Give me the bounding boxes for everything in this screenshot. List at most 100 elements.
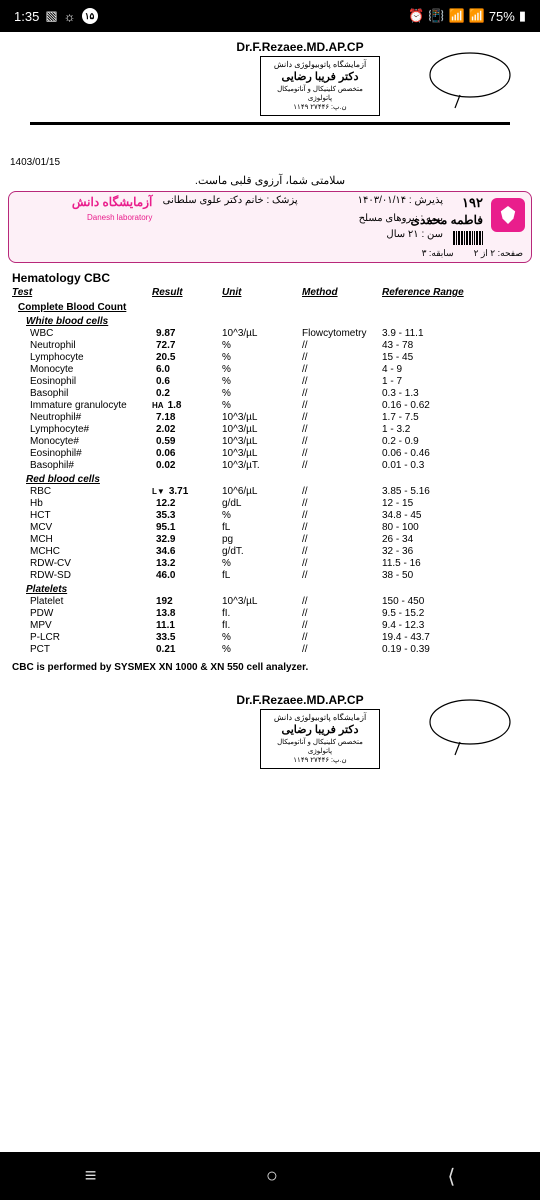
cell-name: Monocyte#	[12, 436, 152, 447]
history-label: سابقه:	[429, 248, 454, 258]
cell-unit: 10^3/µL	[222, 328, 302, 339]
page-value: ۲ از ۲	[474, 248, 496, 258]
vibrate-icon: 📳	[428, 8, 444, 24]
insurance-value: نیروهای مسلح	[359, 213, 418, 224]
rows-wbc: WBC 9.87 10^3/µL Flowcytometry 3.9 - 11.…	[0, 328, 540, 472]
doctor-label: پزشک :	[266, 195, 297, 206]
cell-ref: 3.9 - 11.1	[382, 328, 528, 339]
page-label: صفحه:	[498, 248, 523, 258]
cell-method: //	[302, 510, 382, 521]
cell-ref: 0.06 - 0.46	[382, 448, 528, 459]
cell-method: //	[302, 400, 382, 411]
table-row: Neutrophil 72.7 % // 43 - 78	[0, 340, 540, 352]
stamp-line3: متخصص کلینیکال و آناتومیکال پاتولوژی	[265, 85, 375, 103]
table-row: WBC 9.87 10^3/µL Flowcytometry 3.9 - 11.…	[0, 328, 540, 340]
cell-result: L▼3.71	[152, 486, 222, 497]
cell-name: P-LCR	[12, 632, 152, 643]
cell-name: Basophil	[12, 388, 152, 399]
age-label: سن :	[421, 229, 443, 240]
cell-method: //	[302, 376, 382, 387]
cell-result: 0.06	[152, 448, 222, 459]
print-date: 1403/01/15	[0, 129, 540, 172]
cell-method: //	[302, 448, 382, 459]
cell-method: //	[302, 632, 382, 643]
table-row: RBC L▼3.71 10^6/µL // 3.85 - 5.16	[0, 486, 540, 498]
battery-text: 75%	[489, 9, 515, 24]
cell-unit: 10^3/µL	[222, 412, 302, 423]
patient-info-grid: ۱۹۲ پذیرش : ۱۴۰۳/۰۱/۱۴ پزشک : خانم دکتر …	[9, 192, 531, 248]
cell-method: //	[302, 620, 382, 631]
cell-ref: 19.4 - 43.7	[382, 632, 528, 643]
cell-ref: 150 - 450	[382, 596, 528, 607]
cell-unit: g/dL	[222, 498, 302, 509]
cell-unit: %	[222, 388, 302, 399]
brightness-icon: ☼	[64, 9, 76, 24]
cell-unit: %	[222, 352, 302, 363]
cell-method: //	[302, 436, 382, 447]
wifi-icon: 📶	[448, 8, 464, 24]
cell-ref: 1 - 7	[382, 376, 528, 387]
section-title: Hematology CBC	[0, 265, 540, 287]
badge-icon: ۱۵	[82, 8, 98, 24]
home-button[interactable]: ○	[266, 1165, 278, 1188]
table-row: Hb 12.2 g/dL // 12 - 15	[0, 498, 540, 510]
stamp-line4: ن.پ: ۲۷۴۴۶ ۱۱۴۹	[265, 103, 375, 112]
cell-unit: %	[222, 376, 302, 387]
insurance-label: بیمه :	[421, 213, 444, 224]
table-row: P-LCR 33.5 % // 19.4 - 43.7	[0, 632, 540, 644]
subsection-rbc: Red blood cells	[0, 472, 540, 486]
cell-ref: 9.4 - 12.3	[382, 620, 528, 631]
cell-unit: %	[222, 644, 302, 655]
patient-info-box: ۱۹۲ پذیرش : ۱۴۰۳/۰۱/۱۴ پزشک : خانم دکتر …	[8, 191, 532, 263]
header-ref: Reference Range	[382, 287, 528, 298]
subsection-plt: Platelets	[0, 582, 540, 596]
patient-id: ۱۹۲	[453, 195, 483, 211]
cell-ref: 38 - 50	[382, 570, 528, 581]
document-viewer[interactable]: Dr.F.Rezaee.MD.AP.CP آزمایشگاه پاتوبیولو…	[0, 32, 540, 1152]
table-row: MCHC 34.6 g/dT. // 32 - 36	[0, 546, 540, 558]
table-row: Monocyte# 0.59 10^3/µL // 0.2 - 0.9	[0, 436, 540, 448]
cell-ref: 0.16 - 0.62	[382, 400, 528, 411]
analyzer-note: CBC is performed by SYSMEX XN 1000 & XN …	[0, 656, 540, 679]
reception-value: ۱۴۰۳/۰۱/۱۴	[358, 195, 407, 206]
cell-unit: pg	[222, 534, 302, 545]
table-row: MPV 11.1 fI. // 9.4 - 12.3	[0, 620, 540, 632]
cell-name: PCT	[12, 644, 152, 655]
cell-ref: 80 - 100	[382, 522, 528, 533]
gallery-icon: ▧	[45, 8, 57, 24]
cell-ref: 0.01 - 0.3	[382, 460, 528, 471]
cell-unit: g/dT.	[222, 546, 302, 557]
cell-unit: 10^6/µL	[222, 486, 302, 497]
cell-result: 0.59	[152, 436, 222, 447]
table-row: Neutrophil# 7.18 10^3/µL // 1.7 - 7.5	[0, 412, 540, 424]
cell-ref: 0.3 - 1.3	[382, 388, 528, 399]
cell-unit: fL	[222, 522, 302, 533]
recents-button[interactable]: ≡	[85, 1165, 97, 1188]
back-button[interactable]: ⟨	[447, 1164, 455, 1189]
stamp-line1: آزمایشگاه پاتوبیولوژی دانش	[265, 60, 375, 70]
flag: L▼	[152, 487, 165, 496]
table-row: Monocyte 6.0 % // 4 - 9	[0, 364, 540, 376]
table-headers: Test Result Unit Method Reference Range	[0, 287, 540, 298]
stamp2-line2: دکتر فریبا رضایی	[265, 723, 375, 737]
cell-result: 20.5	[152, 352, 222, 363]
history-value: ۳	[422, 248, 427, 258]
cell-result: 12.2	[152, 498, 222, 509]
cell-name: MCH	[12, 534, 152, 545]
cell-result: 95.1	[152, 522, 222, 533]
cell-name: Lymphocyte	[12, 352, 152, 363]
stamp2-line4: ن.پ: ۲۷۴۴۶ ۱۱۴۹	[265, 756, 375, 765]
cell-ref: 43 - 78	[382, 340, 528, 351]
cell-method: Flowcytometry	[302, 328, 382, 339]
stamp2-line1: آزمایشگاه پاتوبیولوژی دانش	[265, 713, 375, 723]
cell-ref: 0.2 - 0.9	[382, 436, 528, 447]
flag: HA	[152, 401, 164, 410]
cell-unit: 10^3/µL	[222, 448, 302, 459]
cell-name: Eosinophil	[12, 376, 152, 387]
cell-unit: fI.	[222, 620, 302, 631]
cell-result: 192	[152, 596, 222, 607]
table-row: Basophil 0.2 % // 0.3 - 1.3	[0, 388, 540, 400]
patient-name: فاطمه محمدی	[453, 213, 483, 227]
table-row: MCH 32.9 pg // 26 - 34	[0, 534, 540, 546]
cell-ref: 1.7 - 7.5	[382, 412, 528, 423]
